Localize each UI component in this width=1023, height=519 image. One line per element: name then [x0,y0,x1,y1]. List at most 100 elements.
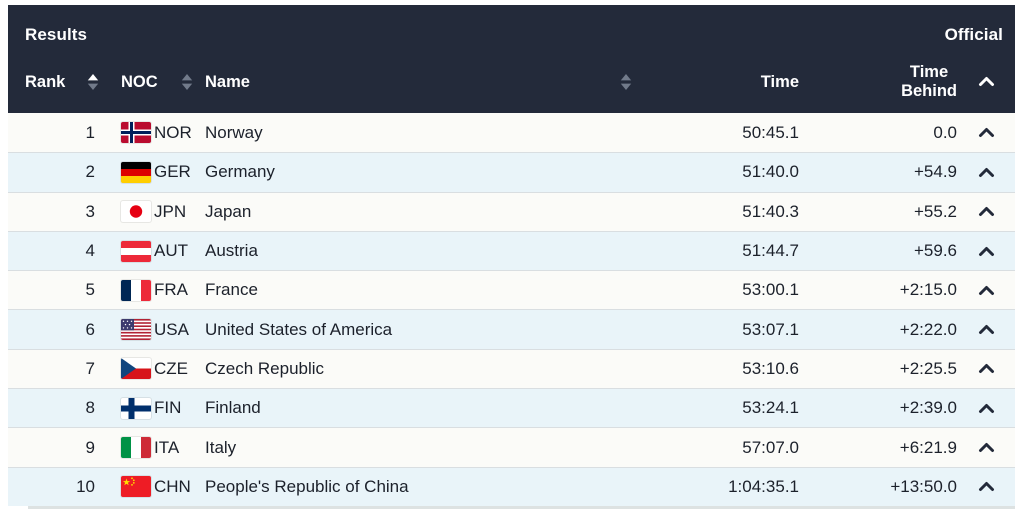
rank-value: 10 [76,476,95,496]
rank-value: 3 [85,201,95,221]
table-row[interactable]: 5 FRA France 53:00.1 +2:15.0 [8,270,1015,310]
table-row[interactable]: 2 GER Germany 51:40.0 +54.9 [8,152,1015,192]
time-column-label: Time [760,72,799,91]
table-body: 1 NOR Norway 50:45.1 0.0 2 GER Germany 5… [8,113,1015,506]
column-header-time-behind: Time Behind [807,63,957,101]
time-value: 1:04:35.1 [728,476,799,496]
time-behind-value: +2:22.0 [899,319,957,339]
time-value: 51:40.3 [742,201,799,221]
chevron-up-icon[interactable] [974,477,999,496]
row-chevron-cell [957,359,1015,378]
row-chevron-cell [957,123,1015,142]
rank-value: 9 [85,437,95,457]
official-status-label: Official [944,25,1003,44]
row-chevron-cell [957,242,1015,261]
chevron-up-icon [978,73,995,92]
chevron-up-icon[interactable] [974,320,999,339]
table-row[interactable]: 3 JPN Japan 51:40.3 +55.2 [8,191,1015,231]
country-name: United States of America [205,319,393,339]
row-chevron-cell [957,202,1015,221]
rank-value: 8 [85,398,95,418]
noc-cell: NOR [103,122,195,144]
country-name: Norway [205,122,263,142]
rank-sort-icon[interactable] [87,74,99,90]
chevron-up-icon[interactable] [974,163,999,182]
noc-code: NOR [154,122,192,142]
rank-value: 7 [85,358,95,378]
time-behind-value: +59.6 [913,241,957,261]
header-collapse-control[interactable] [957,73,1015,92]
noc-cell: FRA [103,279,195,301]
row-chevron-cell [957,399,1015,418]
time-value: 53:24.1 [742,398,799,418]
table-row[interactable]: 1 NOR Norway 50:45.1 0.0 [8,113,1015,153]
rank-value: 5 [85,280,95,300]
chevron-up-icon[interactable] [974,359,999,378]
usa-flag-icon [121,319,151,341]
noc-cell: CHN [103,476,195,498]
table-row[interactable]: 10 CHN People's Republic of China 1:04:3… [8,466,1015,506]
noc-code: ITA [154,437,180,457]
column-header-time: Time [642,73,807,92]
country-name: Japan [205,201,252,221]
noc-cell: USA [103,319,195,341]
rank-value: 1 [85,122,95,142]
column-header-name[interactable]: Name [195,73,642,92]
table-row[interactable]: 6 USA United States of America 53:07.1 +… [8,309,1015,349]
column-header-noc[interactable]: NOC [103,73,195,92]
nor-flag-icon [121,122,151,144]
country-name: Germany [205,162,275,182]
chevron-up-icon[interactable] [974,399,999,418]
noc-sort-icon[interactable] [181,74,193,90]
cze-flag-icon [121,358,151,380]
time-value: 53:00.1 [742,280,799,300]
time-behind-value: 0.0 [933,122,957,142]
column-header-rank[interactable]: Rank [8,73,103,92]
time-value: 51:40.0 [742,162,799,182]
name-column-label: Name [205,72,250,91]
noc-cell: ITA [103,437,195,459]
chevron-up-icon[interactable] [974,123,999,142]
ita-flag-icon [121,437,151,459]
noc-cell: GER [103,161,195,183]
noc-cell: AUT [103,240,195,262]
row-chevron-cell [957,163,1015,182]
noc-code: USA [154,319,189,339]
noc-cell: JPN [103,201,195,223]
country-name: Finland [205,398,261,418]
chevron-up-icon[interactable] [974,438,999,457]
table-row[interactable]: 7 CZE Czech Republic 53:10.6 +2:25.5 [8,348,1015,389]
table-row[interactable]: 4 AUT Austria 51:44.7 +59.6 [8,230,1015,271]
row-chevron-cell [957,477,1015,496]
name-sort-icon[interactable] [620,74,632,90]
bottom-divider [28,506,1015,509]
fin-flag-icon [121,397,151,419]
rank-value: 2 [85,162,95,182]
row-chevron-cell [957,281,1015,300]
chevron-up-icon[interactable] [974,202,999,221]
noc-cell: CZE [103,358,195,380]
table-row[interactable]: 9 ITA Italy 57:07.0 +6:21.9 [8,427,1015,467]
noc-code: CZE [154,358,188,378]
rank-column-label: Rank [25,72,66,91]
chn-flag-icon [121,476,151,498]
noc-code: JPN [154,201,187,221]
chevron-up-icon[interactable] [974,281,999,300]
title-bar: Results Official [8,5,1015,51]
time-value: 51:44.7 [742,241,799,261]
aut-flag-icon [121,240,151,262]
noc-code: FIN [154,398,182,418]
country-name: France [205,280,258,300]
jpn-flag-icon [121,201,151,223]
time-behind-value: +13:50.0 [890,476,957,496]
time-value: 50:45.1 [742,122,799,142]
table-header: Results Official Rank NOC Name [8,5,1015,113]
time-behind-value: +2:25.5 [899,358,957,378]
time-behind-value: +6:21.9 [899,437,957,457]
time-behind-value: +2:15.0 [899,280,957,300]
table-row[interactable]: 8 FIN Finland 53:24.1 +2:39.0 [8,388,1015,428]
row-chevron-cell [957,320,1015,339]
noc-code: FRA [154,280,188,300]
column-header-row: Rank NOC Name [8,51,1015,113]
chevron-up-icon[interactable] [974,242,999,261]
